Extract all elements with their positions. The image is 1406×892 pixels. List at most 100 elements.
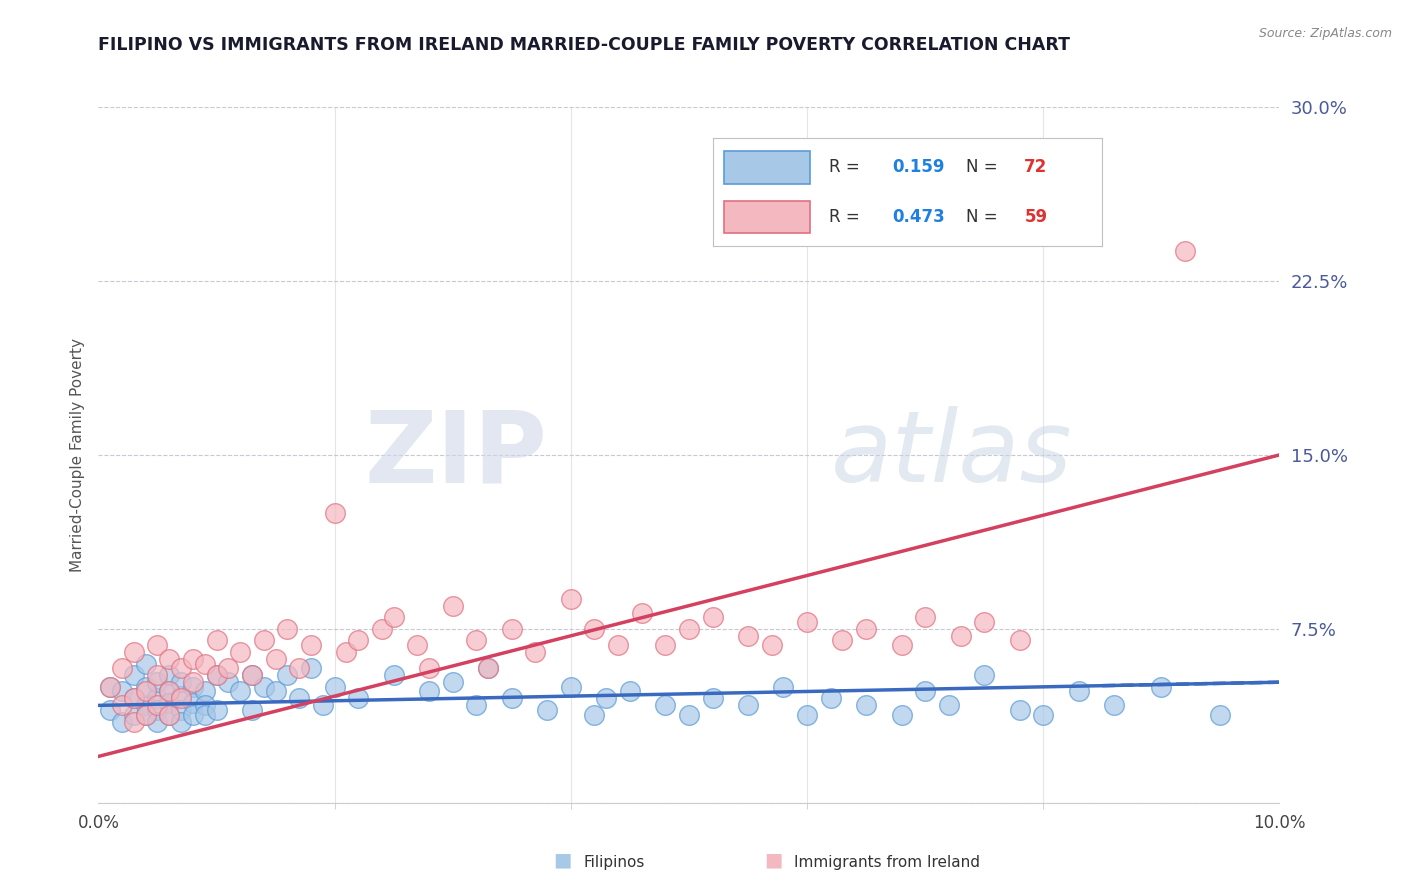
Point bbox=[418, 684, 440, 698]
Point bbox=[170, 714, 193, 729]
Point bbox=[253, 680, 276, 694]
Point bbox=[229, 645, 252, 659]
Point bbox=[194, 698, 217, 713]
Text: 59: 59 bbox=[1025, 208, 1047, 226]
Point bbox=[146, 668, 169, 682]
Y-axis label: Married-Couple Family Poverty: Married-Couple Family Poverty bbox=[69, 338, 84, 572]
Point bbox=[181, 652, 204, 666]
Point bbox=[253, 633, 276, 648]
Point bbox=[702, 691, 724, 706]
Point bbox=[418, 661, 440, 675]
Text: R =: R = bbox=[830, 208, 866, 226]
Text: Immigrants from Ireland: Immigrants from Ireland bbox=[794, 855, 980, 870]
Point bbox=[820, 691, 842, 706]
Point bbox=[560, 680, 582, 694]
Point bbox=[583, 707, 606, 722]
Point bbox=[583, 622, 606, 636]
Point bbox=[477, 661, 499, 675]
FancyBboxPatch shape bbox=[724, 152, 810, 184]
Point bbox=[264, 652, 287, 666]
Point bbox=[146, 691, 169, 706]
Text: R =: R = bbox=[830, 159, 866, 177]
Point bbox=[702, 610, 724, 624]
Point bbox=[890, 707, 912, 722]
Point bbox=[111, 698, 134, 713]
Point bbox=[335, 645, 357, 659]
Point bbox=[135, 698, 157, 713]
Point bbox=[1008, 633, 1031, 648]
Point bbox=[146, 675, 169, 690]
Point bbox=[194, 657, 217, 671]
Point bbox=[761, 638, 783, 652]
Point bbox=[619, 684, 641, 698]
Point bbox=[240, 668, 263, 682]
Point bbox=[122, 691, 145, 706]
Point bbox=[654, 698, 676, 713]
Point bbox=[157, 696, 180, 710]
Point bbox=[654, 638, 676, 652]
Point bbox=[1209, 707, 1232, 722]
Point bbox=[122, 707, 145, 722]
Point bbox=[524, 645, 547, 659]
Point bbox=[441, 599, 464, 613]
Point bbox=[914, 610, 936, 624]
Point bbox=[205, 633, 228, 648]
Point bbox=[371, 622, 394, 636]
Point bbox=[1008, 703, 1031, 717]
Point bbox=[264, 684, 287, 698]
Text: Filipinos: Filipinos bbox=[583, 855, 645, 870]
Point bbox=[607, 638, 630, 652]
Point bbox=[122, 668, 145, 682]
Point bbox=[146, 714, 169, 729]
Point bbox=[276, 668, 298, 682]
Point bbox=[1032, 707, 1054, 722]
Point bbox=[122, 691, 145, 706]
Point bbox=[949, 629, 972, 643]
Point bbox=[170, 689, 193, 703]
Point bbox=[205, 668, 228, 682]
Point bbox=[737, 698, 759, 713]
Point bbox=[831, 633, 853, 648]
Point bbox=[181, 675, 204, 690]
Point bbox=[157, 684, 180, 698]
Point bbox=[737, 629, 759, 643]
Point bbox=[205, 703, 228, 717]
Point bbox=[560, 591, 582, 606]
Point bbox=[135, 707, 157, 722]
Text: ZIP: ZIP bbox=[364, 407, 547, 503]
Point bbox=[347, 691, 370, 706]
Point bbox=[323, 506, 346, 520]
Point bbox=[181, 696, 204, 710]
FancyBboxPatch shape bbox=[724, 201, 810, 233]
Point bbox=[122, 645, 145, 659]
Point bbox=[135, 657, 157, 671]
Point bbox=[595, 691, 617, 706]
Point bbox=[465, 633, 488, 648]
Point bbox=[973, 668, 995, 682]
Point bbox=[288, 691, 311, 706]
Point bbox=[194, 707, 217, 722]
Point bbox=[229, 684, 252, 698]
Point bbox=[501, 691, 523, 706]
Point bbox=[157, 684, 180, 698]
Point bbox=[299, 661, 322, 675]
Point bbox=[855, 698, 877, 713]
Point bbox=[217, 675, 239, 690]
Point bbox=[135, 684, 157, 698]
Point bbox=[240, 703, 263, 717]
Point bbox=[170, 703, 193, 717]
Point bbox=[170, 691, 193, 706]
Point bbox=[772, 680, 794, 694]
Text: 0.473: 0.473 bbox=[891, 208, 945, 226]
Point bbox=[146, 698, 169, 713]
Text: N =: N = bbox=[966, 208, 1002, 226]
Point bbox=[157, 707, 180, 722]
Point bbox=[157, 668, 180, 682]
Point bbox=[796, 707, 818, 722]
Point bbox=[678, 622, 700, 636]
Point bbox=[465, 698, 488, 713]
Point bbox=[630, 606, 652, 620]
Point bbox=[98, 703, 121, 717]
Point bbox=[1150, 680, 1173, 694]
Point bbox=[796, 615, 818, 629]
